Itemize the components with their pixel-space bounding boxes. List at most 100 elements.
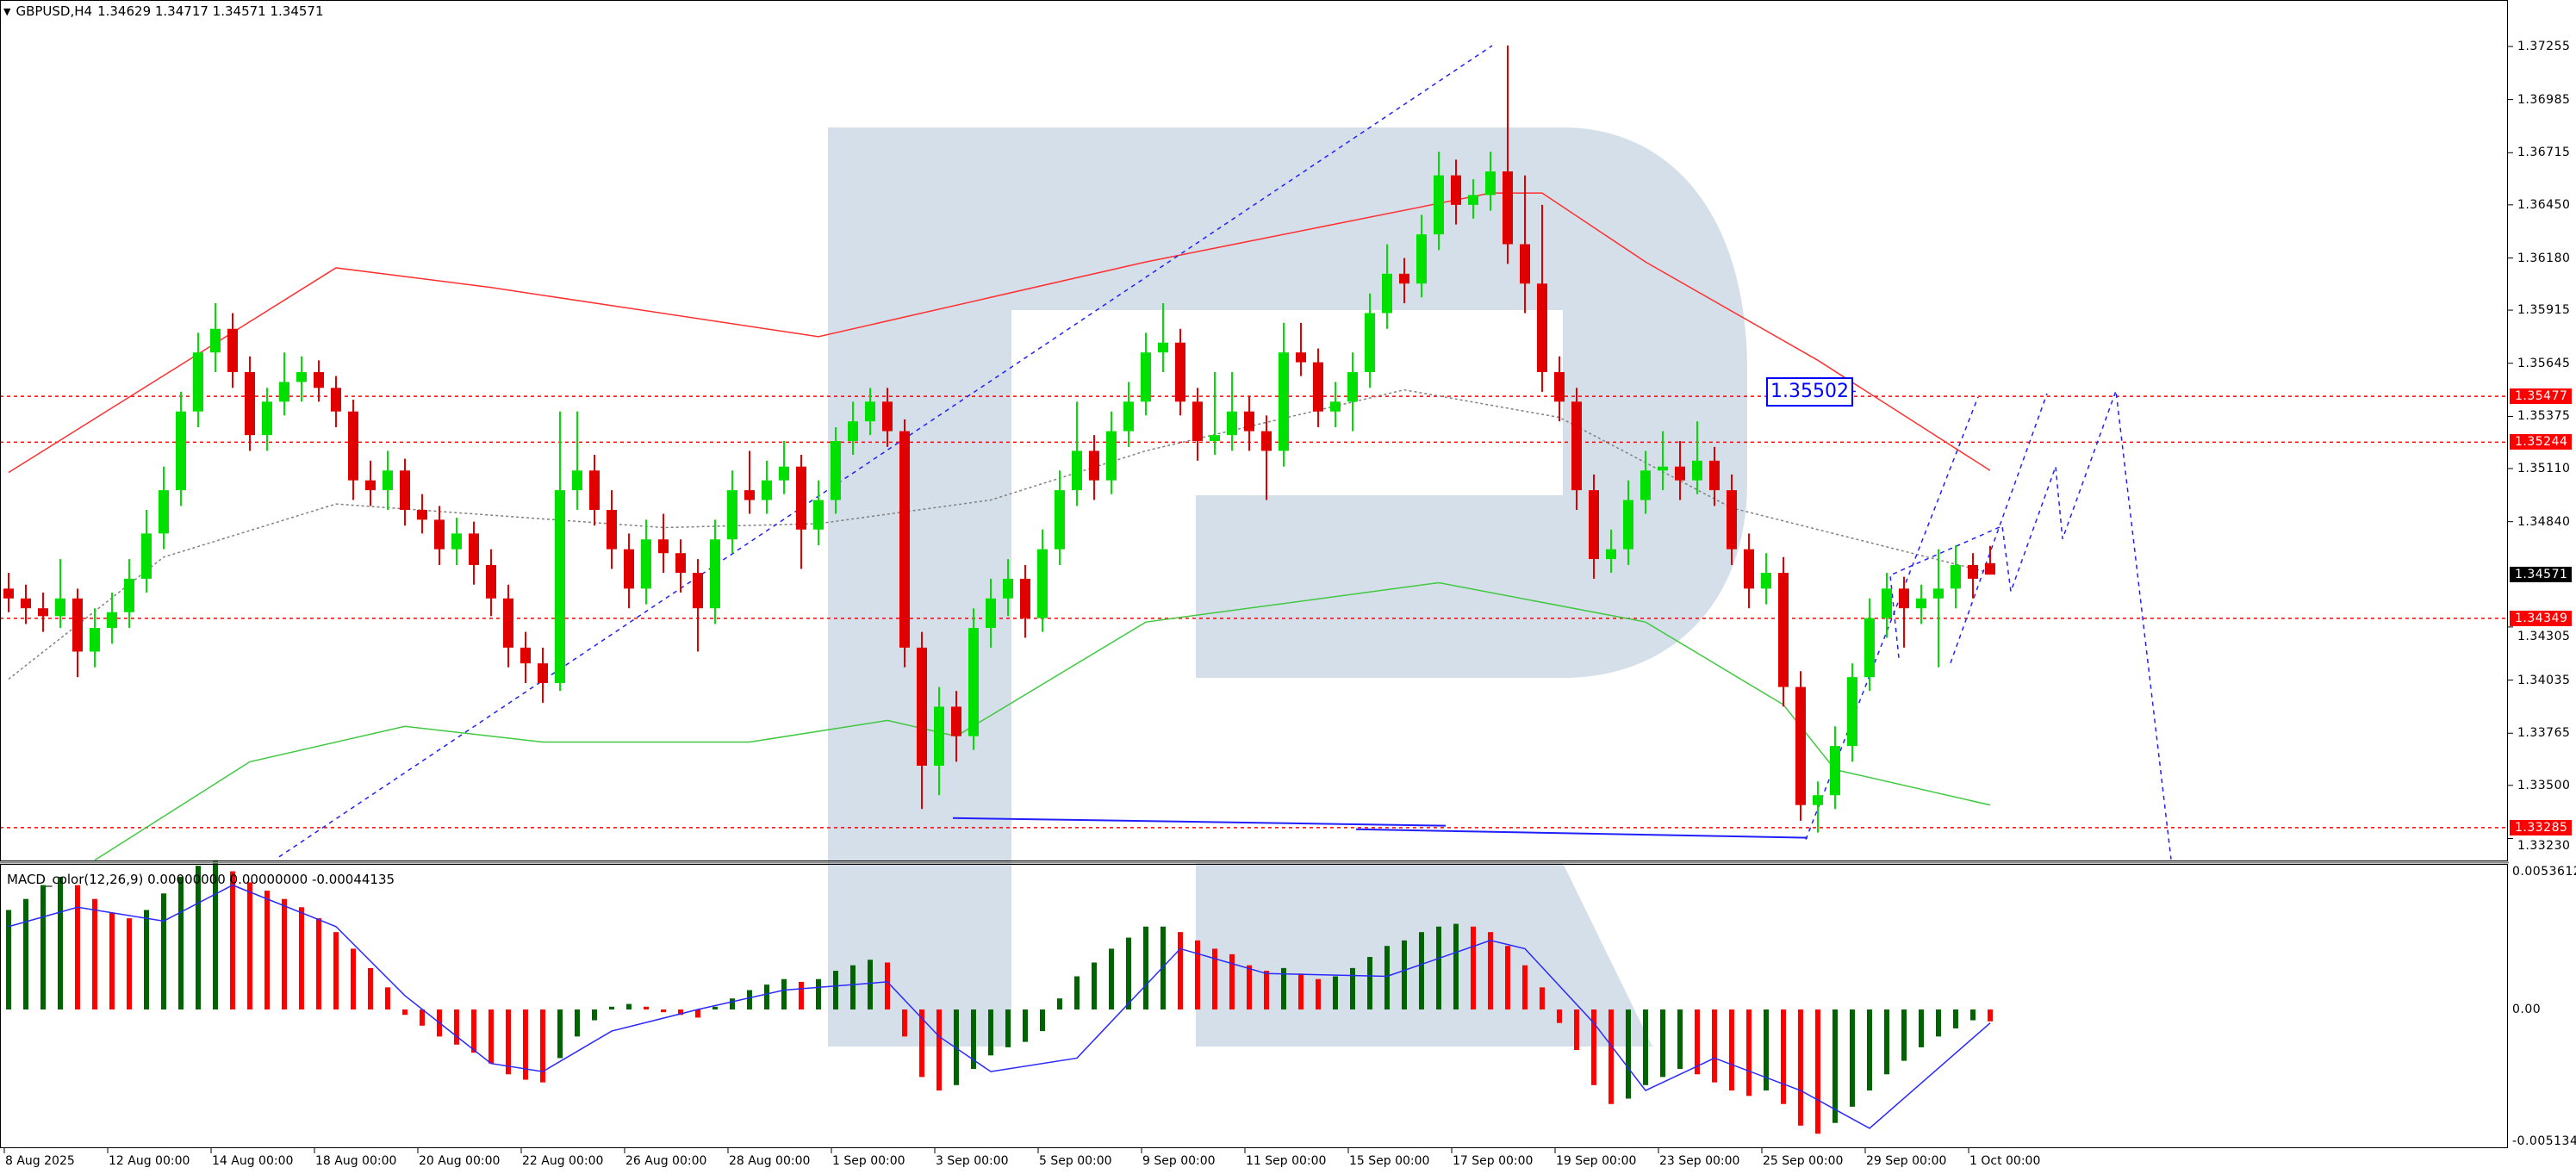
candle xyxy=(607,490,617,569)
price-level-label: 1.34349 xyxy=(2510,610,2572,626)
candle-body xyxy=(917,647,927,766)
candle-body xyxy=(417,509,427,520)
chart-title: ▼ GBPUSD,H4 1.34629 1.34717 1.34571 1.34… xyxy=(3,3,324,19)
macd-bar xyxy=(1453,923,1459,1009)
candle xyxy=(1864,598,1875,692)
candle-body xyxy=(1158,342,1168,353)
candle xyxy=(762,460,772,514)
macd-title: MACD_color(12,26,9) 0.00000000 0.0000000… xyxy=(7,872,395,887)
candle xyxy=(503,584,513,668)
macd-bar xyxy=(213,860,218,1009)
candle-body xyxy=(1640,470,1651,500)
price-tick-label: 1.35375 xyxy=(2517,409,2571,424)
candle xyxy=(1244,395,1254,451)
candle xyxy=(796,454,806,569)
candle xyxy=(1003,559,1013,617)
triangle-down-icon[interactable]: ▼ xyxy=(3,5,11,17)
time-tick-label: 1 Sep 00:00 xyxy=(832,1154,905,1168)
time-tick-label: 1 Oct 00:00 xyxy=(1969,1154,2041,1168)
candle-body xyxy=(1485,171,1496,196)
candle xyxy=(1985,545,1995,575)
candle xyxy=(1675,440,1685,500)
candle xyxy=(1279,322,1289,467)
candle-body xyxy=(1434,175,1444,235)
macd-bar xyxy=(6,910,11,1009)
candle xyxy=(1778,556,1789,707)
candle xyxy=(176,391,186,506)
candle xyxy=(968,608,979,750)
macd-bar xyxy=(1919,1009,1924,1047)
macd-bar xyxy=(523,1009,528,1080)
candle xyxy=(1055,470,1065,565)
macd-bar xyxy=(1109,948,1114,1009)
macd-bar xyxy=(1712,1009,1717,1083)
candle-body xyxy=(1830,746,1840,796)
candle-body xyxy=(1003,578,1013,599)
candle xyxy=(348,400,358,500)
candle xyxy=(262,388,272,451)
candle-body xyxy=(38,608,48,617)
candle-body xyxy=(348,411,358,481)
macd-bar xyxy=(1540,987,1545,1009)
candle xyxy=(1347,352,1358,432)
candle xyxy=(1589,474,1599,579)
candle-body xyxy=(1606,549,1616,560)
macd-signal xyxy=(8,884,1991,1129)
candle xyxy=(3,573,14,612)
candle-body xyxy=(1416,234,1427,284)
candle xyxy=(279,352,289,416)
macd-bar xyxy=(144,910,149,1009)
candle-body xyxy=(1589,490,1599,560)
candle-body xyxy=(365,480,376,491)
candle xyxy=(624,533,634,609)
candle-body xyxy=(107,612,117,629)
candle xyxy=(675,539,686,593)
candle xyxy=(727,470,737,554)
price-tick-label: 1.34035 xyxy=(2517,673,2571,687)
macd-bar xyxy=(247,882,252,1009)
macd-bar xyxy=(1970,1009,1976,1021)
candle xyxy=(193,332,203,428)
macd-bar xyxy=(1764,1009,1769,1091)
candle-body xyxy=(641,539,651,589)
watermark-r-bowl xyxy=(828,127,1747,1047)
candle xyxy=(417,494,427,534)
candle-body xyxy=(1571,401,1582,491)
price-level-label: 1.35244 xyxy=(2510,434,2572,450)
candle-body xyxy=(1503,171,1513,245)
candle-body xyxy=(831,440,841,500)
price-annotation-label[interactable]: 1.35502 xyxy=(1766,377,1853,407)
candle xyxy=(1640,450,1651,514)
candle xyxy=(469,521,479,585)
macd-bar xyxy=(954,1009,959,1085)
candle-body xyxy=(1520,244,1530,284)
price-tick-label: 1.36715 xyxy=(2517,146,2571,160)
candle-body xyxy=(1210,435,1220,441)
candle xyxy=(934,686,944,796)
candle-body xyxy=(451,533,462,550)
candle-body xyxy=(469,533,479,565)
candle xyxy=(831,427,841,514)
macd-bar xyxy=(230,871,235,1009)
macd-bar xyxy=(1867,1009,1872,1091)
candle xyxy=(210,303,221,373)
macd-bar xyxy=(540,1009,545,1083)
price-tick-label: 1.33500 xyxy=(2517,778,2571,792)
macd-bar xyxy=(1660,1009,1665,1078)
support-line xyxy=(952,817,1447,827)
candle xyxy=(589,454,600,526)
price-level-label: 1.35477 xyxy=(2510,388,2572,405)
macd-bar xyxy=(1402,940,1407,1009)
macd-bar xyxy=(1333,976,1338,1009)
candle-body xyxy=(227,328,238,373)
ma-red-line xyxy=(8,192,1991,474)
candle xyxy=(658,513,669,574)
candle-body xyxy=(986,598,996,629)
candle-body xyxy=(1227,411,1237,436)
candle-body xyxy=(693,573,703,609)
price-tick-label: 1.34840 xyxy=(2517,514,2571,529)
time-tick-label: 3 Sep 00:00 xyxy=(936,1154,1009,1168)
candle-body xyxy=(245,372,255,436)
time-tick-label: 25 Sep 00:00 xyxy=(1763,1154,1844,1168)
